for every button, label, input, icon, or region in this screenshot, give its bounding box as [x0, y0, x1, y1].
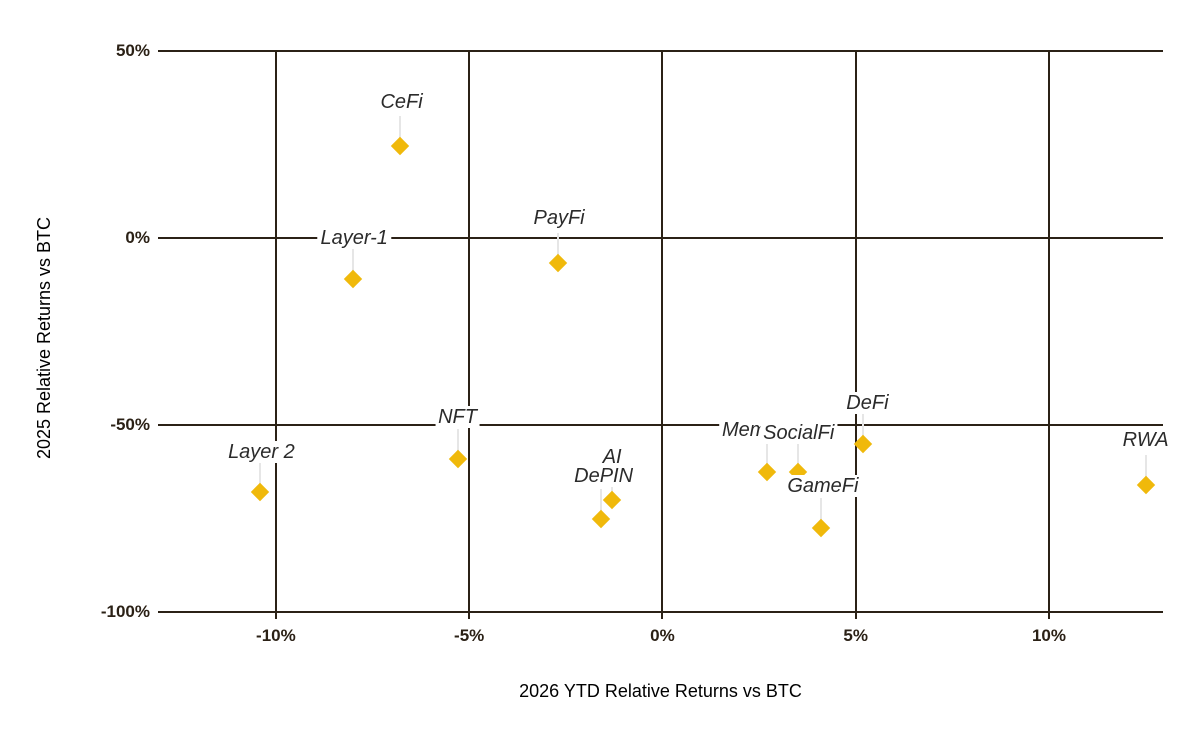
leader-line [557, 233, 560, 264]
x-tick-label: -10% [256, 626, 296, 645]
x-gridline-10 [1047, 50, 1050, 619]
data-point-label: Layer-1 [317, 227, 391, 250]
x-axis-title: 2026 YTD Relative Returns vs BTC [519, 681, 802, 701]
x-gridline--10 [274, 50, 277, 619]
data-point-label: PayFi [530, 207, 588, 230]
data-point-label: GameFi [784, 474, 862, 497]
data-point-label: CeFi [377, 91, 426, 114]
y-tick-label: -50% [110, 415, 150, 434]
data-point-label: Layer 2 [225, 441, 298, 464]
x-gridline--5 [468, 50, 471, 619]
leader-line [796, 441, 799, 472]
y-gridline-50 [158, 50, 1163, 52]
leader-line [599, 488, 602, 519]
y-tick-label: 50% [115, 41, 150, 60]
leader-line [765, 441, 768, 472]
x-tick-label: 10% [1031, 626, 1066, 645]
y-gridline--50 [158, 424, 1163, 426]
y-tick-label: 0% [125, 228, 150, 247]
x-gridline-5 [854, 50, 857, 619]
x-tick-label: -5% [454, 626, 485, 645]
data-point-label: DePIN [571, 464, 637, 487]
x-gridline-0 [661, 50, 664, 619]
y-gridline-0 [158, 237, 1163, 239]
y-gridline--100 [158, 611, 1163, 613]
leader-line [398, 116, 401, 147]
leader-line [819, 497, 822, 528]
data-point-label: RWA [1119, 428, 1172, 451]
leader-line [259, 462, 262, 493]
x-tick-label: 0% [650, 626, 675, 645]
leader-line [862, 413, 865, 444]
data-point-label: NFT [435, 405, 481, 428]
data-point-label: AI [599, 445, 625, 468]
y-tick-label: -100% [100, 602, 150, 621]
x-tick-label: 5% [843, 626, 868, 645]
leader-line [352, 249, 355, 280]
leader-line [456, 428, 459, 459]
leader-line [1144, 454, 1147, 485]
data-point-label: DeFi [843, 391, 892, 414]
data-point-label: SocialFi [760, 421, 838, 444]
